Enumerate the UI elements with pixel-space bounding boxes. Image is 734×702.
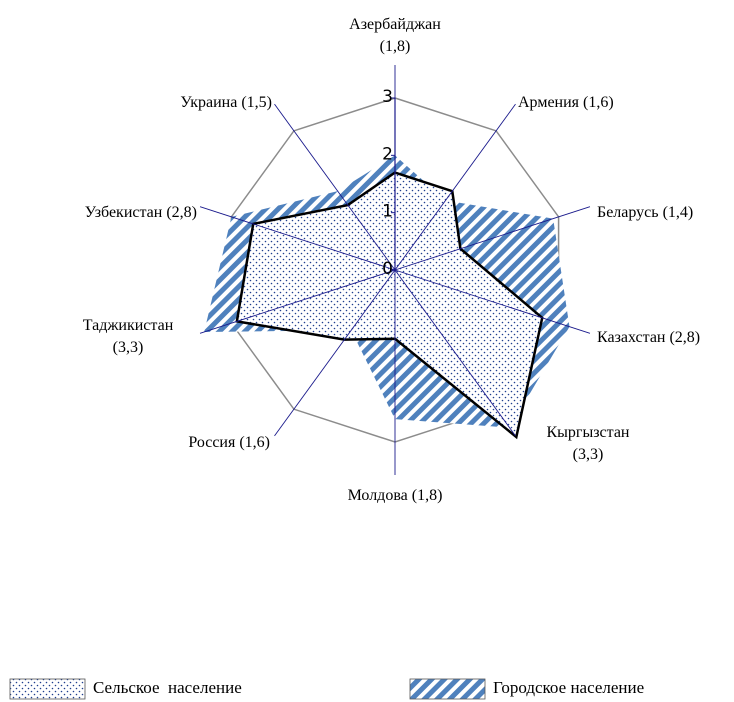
spoke: [274, 103, 396, 271]
spoke: [394, 269, 591, 334]
spoke: [394, 103, 516, 271]
category-label: Армения (1,6): [518, 94, 614, 111]
tick-label: 0: [382, 259, 393, 279]
spoke: [199, 206, 396, 271]
tick-label: 1: [382, 202, 393, 222]
legend-label: Городское население: [493, 678, 645, 697]
category-label: Кыргызстан (3,3): [546, 424, 630, 463]
legend-label: Сельское население: [93, 678, 242, 697]
tick-label: 3: [382, 87, 393, 107]
category-label: Украина (1,5): [180, 94, 272, 111]
category-label: Узбекистан (2,8): [84, 204, 197, 221]
category-label: Казахстан (2,8): [597, 329, 701, 346]
legend-swatch: [9, 678, 86, 700]
category-label: Азербайджан (1,8): [349, 16, 441, 55]
spoke: [394, 206, 591, 271]
category-label: Молдова (1,8): [347, 487, 443, 504]
spoke: [274, 269, 396, 437]
category-label: Россия (1,6): [188, 434, 270, 451]
tick-label: 2: [382, 144, 393, 164]
spoke: [199, 269, 396, 334]
legend-swatch: [409, 678, 486, 700]
category-label: Беларусь (1,4): [597, 204, 694, 221]
spoke: [394, 269, 516, 437]
category-label: Таджикистан (3,3): [82, 317, 174, 356]
